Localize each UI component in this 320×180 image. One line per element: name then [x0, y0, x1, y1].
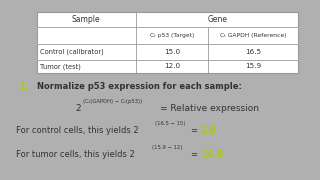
Text: For control cells, this yields 2: For control cells, this yields 2	[16, 126, 138, 135]
Text: Tumor (test): Tumor (test)	[40, 63, 81, 69]
Text: 16.5: 16.5	[245, 49, 261, 55]
Text: 12.0: 12.0	[164, 63, 180, 69]
Text: 2.8: 2.8	[201, 126, 217, 135]
Text: (15.9 − 12): (15.9 − 12)	[152, 145, 182, 150]
Text: Normalize p53 expression for each sample:: Normalize p53 expression for each sample…	[37, 82, 242, 91]
Text: Cₜ p53 (Target): Cₜ p53 (Target)	[150, 33, 194, 38]
Text: Cₜ GAPDH (Reference): Cₜ GAPDH (Reference)	[220, 33, 286, 38]
Text: 2: 2	[76, 104, 81, 113]
Text: Control (calibrator): Control (calibrator)	[40, 49, 103, 55]
Text: 1.: 1.	[19, 82, 28, 91]
Text: 15.9: 15.9	[245, 63, 261, 69]
Bar	[37, 12, 298, 73]
Text: 14.9: 14.9	[201, 150, 223, 159]
Text: (16.5 − 15): (16.5 − 15)	[156, 121, 186, 126]
Text: =: =	[190, 150, 197, 159]
Text: For tumor cells, this yields 2: For tumor cells, this yields 2	[16, 150, 134, 159]
Text: = Relative expression: = Relative expression	[160, 104, 259, 113]
Text: Gene: Gene	[207, 15, 227, 24]
Text: Sample: Sample	[72, 15, 100, 24]
Text: 15.0: 15.0	[164, 49, 180, 55]
Text: =: =	[190, 126, 197, 135]
Text: (Cₜ(GAPDH) − Cₜ(p53)): (Cₜ(GAPDH) − Cₜ(p53))	[83, 99, 142, 104]
